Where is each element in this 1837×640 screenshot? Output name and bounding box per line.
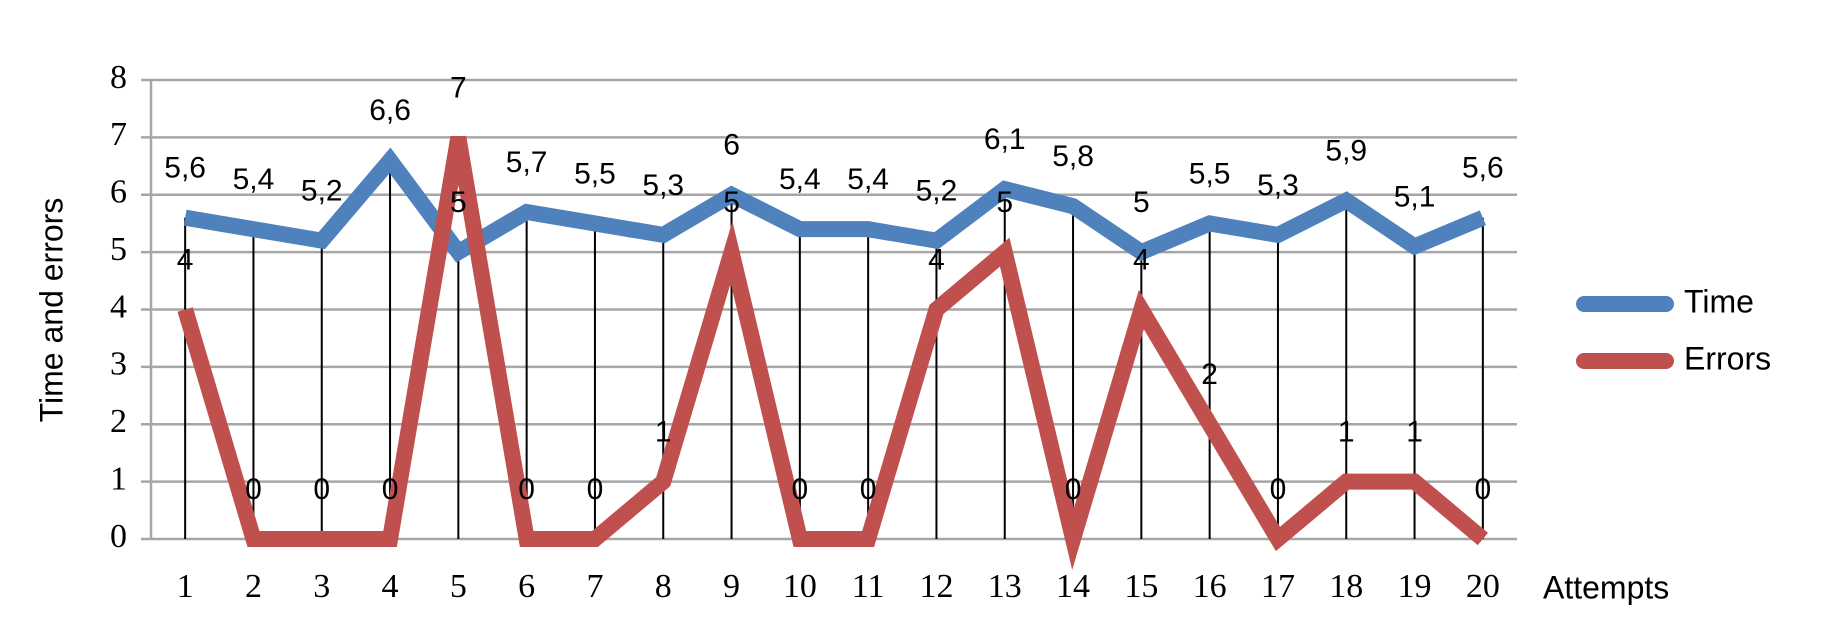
data-label: 0 bbox=[313, 473, 330, 506]
y-tick-label: 6 bbox=[110, 174, 127, 211]
data-label: 6,1 bbox=[984, 123, 1026, 156]
x-tick-label: 17 bbox=[1261, 568, 1295, 605]
x-tick-label: 19 bbox=[1398, 568, 1432, 605]
x-tick-label: 20 bbox=[1466, 568, 1500, 605]
legend-label: Time bbox=[1684, 283, 1754, 319]
data-label: 4 bbox=[1133, 243, 1150, 276]
y-tick-label: 3 bbox=[110, 346, 127, 383]
data-label: 5 bbox=[450, 186, 467, 219]
data-label: 5,9 bbox=[1325, 134, 1367, 167]
data-label: 0 bbox=[1065, 473, 1082, 506]
x-tick-label: 14 bbox=[1056, 568, 1090, 605]
data-label: 5,4 bbox=[233, 163, 275, 196]
x-tick-label: 11 bbox=[852, 568, 885, 605]
data-label: 1 bbox=[1406, 416, 1423, 449]
data-label: 1 bbox=[1338, 416, 1355, 449]
data-label: 5,2 bbox=[916, 175, 958, 208]
series-line bbox=[183, 147, 1486, 263]
data-label: 5,6 bbox=[1462, 152, 1504, 185]
x-tick-label: 15 bbox=[1124, 568, 1158, 605]
y-axis-label: Time and errors bbox=[33, 198, 69, 423]
y-tick-label: 2 bbox=[110, 403, 127, 440]
data-label: 5 bbox=[1133, 186, 1150, 219]
series-line bbox=[177, 136, 1488, 570]
data-label: 5 bbox=[996, 186, 1013, 219]
x-tick-label: 2 bbox=[245, 568, 262, 605]
data-label: 6,6 bbox=[369, 94, 411, 127]
y-tick-label: 5 bbox=[110, 231, 127, 268]
x-tick-label: 18 bbox=[1329, 568, 1363, 605]
data-label: 0 bbox=[1270, 473, 1287, 506]
data-label: 4 bbox=[177, 243, 194, 276]
data-label: 0 bbox=[518, 473, 535, 506]
data-label: 5,4 bbox=[779, 163, 821, 196]
data-label: 0 bbox=[860, 473, 877, 506]
data-label: 6 bbox=[723, 129, 740, 162]
x-tick-label: 7 bbox=[586, 568, 603, 605]
data-label: 5,5 bbox=[574, 157, 616, 190]
data-label: 2 bbox=[1201, 358, 1218, 391]
data-label: 0 bbox=[1475, 473, 1492, 506]
y-tick-label: 7 bbox=[110, 116, 127, 153]
data-label: 5,5 bbox=[1189, 157, 1231, 190]
data-label: 7 bbox=[450, 71, 467, 104]
x-tick-label: 4 bbox=[382, 568, 399, 605]
x-tick-label: 10 bbox=[783, 568, 817, 605]
x-axis-label: Attempts bbox=[1543, 569, 1669, 605]
data-label: 0 bbox=[587, 473, 604, 506]
data-label: 5,4 bbox=[847, 163, 889, 196]
data-label: 5,7 bbox=[506, 146, 548, 179]
x-tick-label: 8 bbox=[655, 568, 672, 605]
y-tick-label: 0 bbox=[110, 518, 127, 555]
x-tick-label: 1 bbox=[177, 568, 194, 605]
data-label: 5,1 bbox=[1394, 180, 1436, 213]
data-label: 5,3 bbox=[1257, 169, 1299, 202]
data-label: 5 bbox=[723, 186, 740, 219]
x-tick-label: 3 bbox=[313, 568, 330, 605]
data-label: 0 bbox=[245, 473, 262, 506]
y-tick-label: 4 bbox=[110, 288, 127, 325]
data-label: 0 bbox=[792, 473, 809, 506]
y-tick-label: 1 bbox=[110, 460, 127, 497]
data-label: 5,3 bbox=[642, 169, 684, 202]
data-label: 0 bbox=[382, 473, 399, 506]
x-tick-label: 12 bbox=[919, 568, 953, 605]
x-tick-label: 6 bbox=[518, 568, 535, 605]
legend-label: Errors bbox=[1684, 340, 1771, 376]
x-tick-label: 9 bbox=[723, 568, 740, 605]
x-tick-label: 13 bbox=[988, 568, 1022, 605]
x-tick-label: 5 bbox=[450, 568, 467, 605]
data-label: 4 bbox=[928, 243, 945, 276]
y-tick-label: 8 bbox=[110, 59, 127, 96]
data-label: 5,2 bbox=[301, 175, 343, 208]
data-label: 5,8 bbox=[1052, 140, 1094, 173]
x-tick-label: 16 bbox=[1193, 568, 1227, 605]
data-label: 1 bbox=[655, 416, 672, 449]
data-label: 5,6 bbox=[164, 152, 206, 185]
